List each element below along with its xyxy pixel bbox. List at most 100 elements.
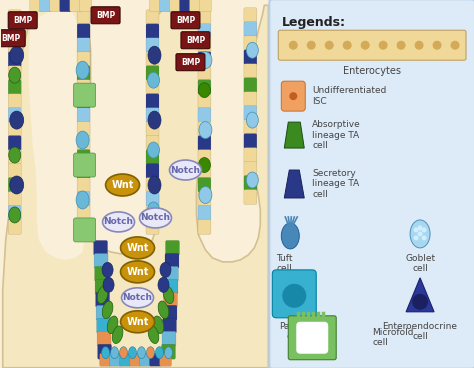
Circle shape <box>289 41 298 50</box>
Polygon shape <box>29 8 84 260</box>
FancyBboxPatch shape <box>98 344 111 359</box>
FancyBboxPatch shape <box>288 316 336 360</box>
Ellipse shape <box>107 316 118 333</box>
Ellipse shape <box>102 301 113 319</box>
FancyBboxPatch shape <box>244 8 257 23</box>
Ellipse shape <box>102 212 135 232</box>
FancyBboxPatch shape <box>149 353 162 366</box>
FancyBboxPatch shape <box>40 0 52 12</box>
FancyBboxPatch shape <box>77 52 90 67</box>
Ellipse shape <box>120 237 155 259</box>
FancyBboxPatch shape <box>8 107 21 123</box>
Text: Notch: Notch <box>171 166 201 174</box>
FancyBboxPatch shape <box>8 66 21 81</box>
Ellipse shape <box>120 261 155 283</box>
Ellipse shape <box>199 83 210 98</box>
FancyBboxPatch shape <box>244 148 257 163</box>
FancyBboxPatch shape <box>198 121 211 137</box>
FancyBboxPatch shape <box>77 177 90 192</box>
Circle shape <box>421 236 427 240</box>
Polygon shape <box>3 2 268 368</box>
FancyBboxPatch shape <box>164 292 177 307</box>
FancyBboxPatch shape <box>198 219 211 234</box>
Ellipse shape <box>103 277 114 292</box>
FancyBboxPatch shape <box>146 79 159 95</box>
FancyBboxPatch shape <box>8 52 21 67</box>
FancyBboxPatch shape <box>164 279 178 294</box>
FancyBboxPatch shape <box>109 353 121 366</box>
FancyBboxPatch shape <box>146 219 159 234</box>
Text: BMP: BMP <box>176 16 195 25</box>
FancyBboxPatch shape <box>8 191 21 206</box>
FancyBboxPatch shape <box>162 331 176 346</box>
Ellipse shape <box>9 147 21 163</box>
Ellipse shape <box>155 347 164 359</box>
FancyBboxPatch shape <box>159 353 172 366</box>
Ellipse shape <box>147 142 159 158</box>
Circle shape <box>289 92 297 100</box>
FancyBboxPatch shape <box>139 353 152 366</box>
FancyBboxPatch shape <box>198 38 211 53</box>
FancyBboxPatch shape <box>73 218 96 242</box>
FancyBboxPatch shape <box>50 0 62 12</box>
FancyBboxPatch shape <box>244 64 257 79</box>
FancyBboxPatch shape <box>159 0 172 12</box>
Text: Enterocytes: Enterocytes <box>343 66 401 76</box>
FancyBboxPatch shape <box>146 135 159 151</box>
FancyBboxPatch shape <box>100 353 111 366</box>
Ellipse shape <box>76 61 89 79</box>
Text: Notch: Notch <box>122 293 153 302</box>
Circle shape <box>361 41 370 50</box>
Ellipse shape <box>97 286 108 304</box>
FancyBboxPatch shape <box>77 24 90 39</box>
Ellipse shape <box>106 174 139 196</box>
FancyBboxPatch shape <box>94 254 108 268</box>
Ellipse shape <box>410 220 430 248</box>
FancyBboxPatch shape <box>180 0 191 12</box>
Text: Wnt: Wnt <box>127 243 149 253</box>
FancyBboxPatch shape <box>146 205 159 220</box>
Ellipse shape <box>76 131 89 149</box>
FancyBboxPatch shape <box>97 331 111 346</box>
FancyBboxPatch shape <box>273 270 316 318</box>
Text: Microfold
cell: Microfold cell <box>372 328 414 347</box>
Ellipse shape <box>164 347 173 359</box>
Ellipse shape <box>120 311 155 333</box>
FancyBboxPatch shape <box>146 149 159 164</box>
Ellipse shape <box>121 288 154 308</box>
FancyBboxPatch shape <box>146 107 159 123</box>
Ellipse shape <box>101 347 109 359</box>
FancyBboxPatch shape <box>149 0 162 12</box>
FancyBboxPatch shape <box>198 205 211 220</box>
FancyBboxPatch shape <box>244 120 257 135</box>
FancyBboxPatch shape <box>244 22 257 37</box>
Text: Wnt: Wnt <box>111 180 134 190</box>
Ellipse shape <box>9 67 21 83</box>
FancyBboxPatch shape <box>146 38 159 53</box>
FancyBboxPatch shape <box>8 12 37 29</box>
FancyBboxPatch shape <box>244 106 257 121</box>
Ellipse shape <box>246 42 258 58</box>
FancyBboxPatch shape <box>146 10 159 25</box>
FancyBboxPatch shape <box>80 0 91 12</box>
Ellipse shape <box>10 46 24 64</box>
Circle shape <box>307 41 316 50</box>
FancyBboxPatch shape <box>165 240 180 255</box>
FancyBboxPatch shape <box>96 305 110 320</box>
Text: Notch: Notch <box>103 217 134 226</box>
Text: Wnt: Wnt <box>127 317 149 327</box>
FancyBboxPatch shape <box>170 0 182 12</box>
Ellipse shape <box>199 121 212 139</box>
Ellipse shape <box>148 176 161 194</box>
FancyBboxPatch shape <box>70 0 82 12</box>
Ellipse shape <box>102 262 113 277</box>
Circle shape <box>379 41 388 50</box>
FancyBboxPatch shape <box>8 79 21 95</box>
FancyBboxPatch shape <box>8 135 21 151</box>
Ellipse shape <box>158 301 169 319</box>
Circle shape <box>450 41 459 50</box>
Ellipse shape <box>10 111 24 129</box>
Ellipse shape <box>147 202 159 218</box>
FancyBboxPatch shape <box>77 38 90 53</box>
FancyBboxPatch shape <box>165 254 179 268</box>
